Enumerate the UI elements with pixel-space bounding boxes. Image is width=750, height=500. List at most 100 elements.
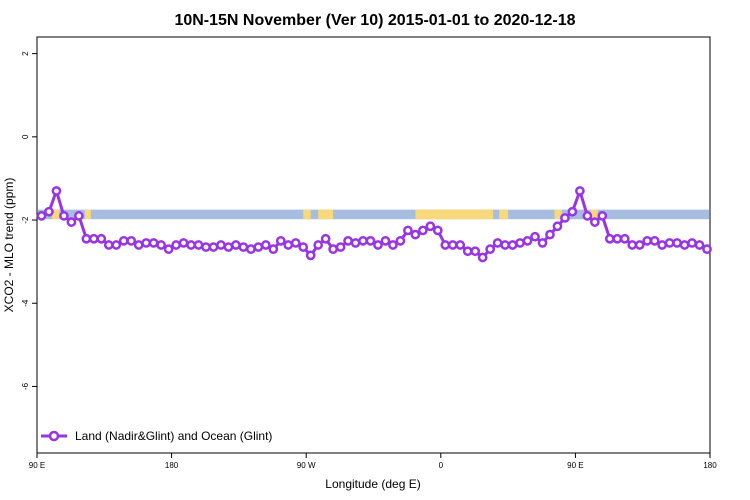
data-point [604,233,615,244]
land-segment [554,209,562,220]
data-point [208,242,219,252]
data-point [253,242,264,252]
data-point [447,240,458,250]
data-point [679,240,690,250]
data-point [440,240,451,250]
data-point [268,244,279,255]
land-segment [590,209,598,220]
legend-marker-swatch [48,430,60,442]
land-segment [499,209,509,220]
data-point [36,211,47,221]
y-tick-label: -6 [21,382,30,390]
x-tick-label: 180 [165,461,179,470]
data-point [66,217,77,227]
land-segment [415,209,494,220]
data-point [328,244,338,255]
data-point [560,213,570,223]
data-point [507,240,518,250]
data-point [642,235,653,246]
data-point [619,233,630,244]
data-point [432,225,443,236]
data-point [530,231,540,242]
data-point [582,211,593,221]
data-point [410,229,421,240]
x-tick-label: 90 W [297,461,316,470]
plot-frame [36,36,711,454]
data-point [335,242,346,252]
x-tick-label: 180 [703,461,717,470]
data-point [388,240,398,250]
data-point [395,235,406,246]
land-segment [303,209,311,220]
data-point [664,238,675,248]
land-segment [84,209,91,220]
data-point [455,240,466,250]
data-point [627,240,638,250]
data-point [59,211,69,221]
y-axis: 2 0 -2 -4 -6 [21,51,37,390]
data-point [380,235,391,246]
data-point [186,240,196,250]
data-point [477,252,488,263]
data-point [283,240,294,250]
data-point [238,242,249,252]
data-point [216,240,226,250]
data-point [365,235,376,246]
data-point [88,233,99,244]
data-point [567,206,578,217]
data-point [298,242,309,252]
data-point [51,186,62,196]
data-point [44,206,54,217]
y-tick-label: 0 [21,134,30,139]
data-point [403,225,413,236]
data-point [589,217,600,227]
data-point [126,235,137,246]
data-point [492,238,503,248]
data-point [612,233,623,244]
legend: Land (Nadir&Glint) and Ocean (Glint) [41,429,272,443]
data-point [470,246,481,257]
x-tick-label: 90 E [29,461,45,470]
y-tick-label: 2 [21,51,30,56]
data-point [81,233,92,244]
data-point [545,229,555,240]
data-point [537,238,548,248]
data-point [702,244,712,255]
data-point [418,225,428,236]
data-point [485,244,496,255]
land-segment [51,209,60,220]
data-point [358,235,368,246]
data-point [672,238,682,248]
data-point [201,242,211,252]
data-point [260,240,271,250]
data-point [118,235,129,246]
data-point [305,250,316,261]
data-point [223,242,234,252]
chart-title: 10N-15N November (Ver 10) 2015-01-01 to … [174,12,575,29]
data-point [96,233,107,244]
data-point [657,240,667,250]
data-point [141,238,152,248]
data-point [522,235,533,246]
data-point [500,240,510,250]
data-point [163,244,174,255]
data-point [103,240,114,250]
data-point [320,233,331,244]
data-point [133,240,144,250]
y-tick-label: -4 [21,299,30,307]
data-point [552,221,563,232]
data-point [231,240,241,250]
y-axis-label: XCO2 - MLO trend (ppm) [2,178,16,313]
data-point [111,240,122,250]
x-tick-label: 0 [439,461,444,470]
data-point [171,240,181,250]
land-segment [318,209,334,220]
x-axis-label: Longitude (deg E) [325,477,420,491]
data-point [148,238,159,248]
x-tick-label: 90 E [567,461,583,470]
data-point [343,235,353,246]
data-point [246,244,256,255]
data-point [597,211,608,221]
x-axis: 90 E 180 90 W 0 90 E 180 [29,453,717,470]
